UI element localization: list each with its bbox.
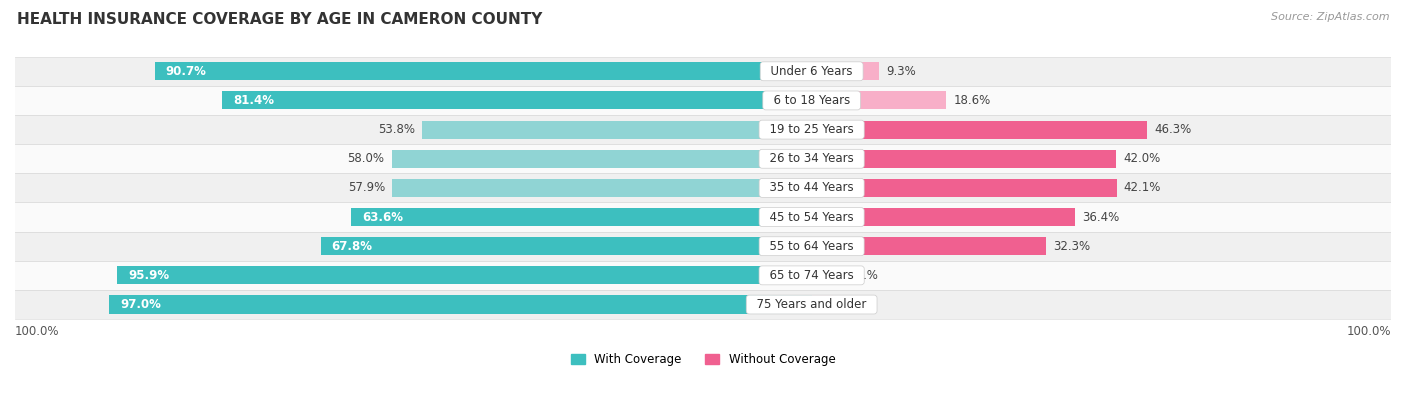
Bar xyxy=(352,208,811,226)
Bar xyxy=(811,62,879,81)
Text: 81.4%: 81.4% xyxy=(233,94,274,107)
Bar xyxy=(811,295,834,314)
Text: 19 to 25 Years: 19 to 25 Years xyxy=(762,123,862,136)
Bar xyxy=(811,208,1076,226)
Text: 67.8%: 67.8% xyxy=(332,240,373,253)
Bar xyxy=(110,295,811,314)
Text: 42.1%: 42.1% xyxy=(1123,181,1161,194)
Text: 32.3%: 32.3% xyxy=(1053,240,1090,253)
Bar xyxy=(15,57,1391,86)
Text: 3.0%: 3.0% xyxy=(841,298,870,311)
Bar xyxy=(392,179,811,197)
Bar xyxy=(392,150,811,168)
Text: 63.6%: 63.6% xyxy=(361,210,404,224)
Bar xyxy=(15,290,1391,319)
Text: 4.1%: 4.1% xyxy=(849,269,879,282)
Text: 100.0%: 100.0% xyxy=(1347,325,1391,338)
Text: 57.9%: 57.9% xyxy=(347,181,385,194)
Text: 36.4%: 36.4% xyxy=(1083,210,1119,224)
Bar xyxy=(15,203,1391,232)
Text: Source: ZipAtlas.com: Source: ZipAtlas.com xyxy=(1271,12,1389,22)
Text: 65 to 74 Years: 65 to 74 Years xyxy=(762,269,862,282)
Bar xyxy=(811,91,946,110)
Legend: With Coverage, Without Coverage: With Coverage, Without Coverage xyxy=(571,354,835,366)
Text: 42.0%: 42.0% xyxy=(1123,152,1160,165)
Text: Under 6 Years: Under 6 Years xyxy=(763,65,860,78)
Bar xyxy=(222,91,811,110)
Bar xyxy=(811,266,841,284)
Bar xyxy=(811,179,1116,197)
Text: 100.0%: 100.0% xyxy=(15,325,59,338)
Bar xyxy=(155,62,811,81)
Bar xyxy=(15,232,1391,261)
Text: 90.7%: 90.7% xyxy=(166,65,207,78)
Bar xyxy=(15,115,1391,144)
Text: 6 to 18 Years: 6 to 18 Years xyxy=(766,94,858,107)
Text: 45 to 54 Years: 45 to 54 Years xyxy=(762,210,862,224)
Bar xyxy=(15,86,1391,115)
Bar xyxy=(811,121,1147,139)
Bar xyxy=(321,237,811,255)
Bar xyxy=(422,121,811,139)
Text: 95.9%: 95.9% xyxy=(128,269,169,282)
Bar xyxy=(811,237,1046,255)
Text: 35 to 44 Years: 35 to 44 Years xyxy=(762,181,862,194)
Text: 26 to 34 Years: 26 to 34 Years xyxy=(762,152,862,165)
Text: 75 Years and older: 75 Years and older xyxy=(749,298,875,311)
Text: 9.3%: 9.3% xyxy=(886,65,915,78)
Bar xyxy=(15,144,1391,173)
Bar xyxy=(117,266,811,284)
Text: 97.0%: 97.0% xyxy=(120,298,160,311)
Text: HEALTH INSURANCE COVERAGE BY AGE IN CAMERON COUNTY: HEALTH INSURANCE COVERAGE BY AGE IN CAME… xyxy=(17,12,543,27)
Bar xyxy=(15,173,1391,203)
Text: 58.0%: 58.0% xyxy=(347,152,384,165)
Bar xyxy=(15,261,1391,290)
Text: 55 to 64 Years: 55 to 64 Years xyxy=(762,240,862,253)
Text: 46.3%: 46.3% xyxy=(1154,123,1191,136)
Bar xyxy=(811,150,1116,168)
Text: 18.6%: 18.6% xyxy=(953,94,991,107)
Text: 53.8%: 53.8% xyxy=(378,123,415,136)
